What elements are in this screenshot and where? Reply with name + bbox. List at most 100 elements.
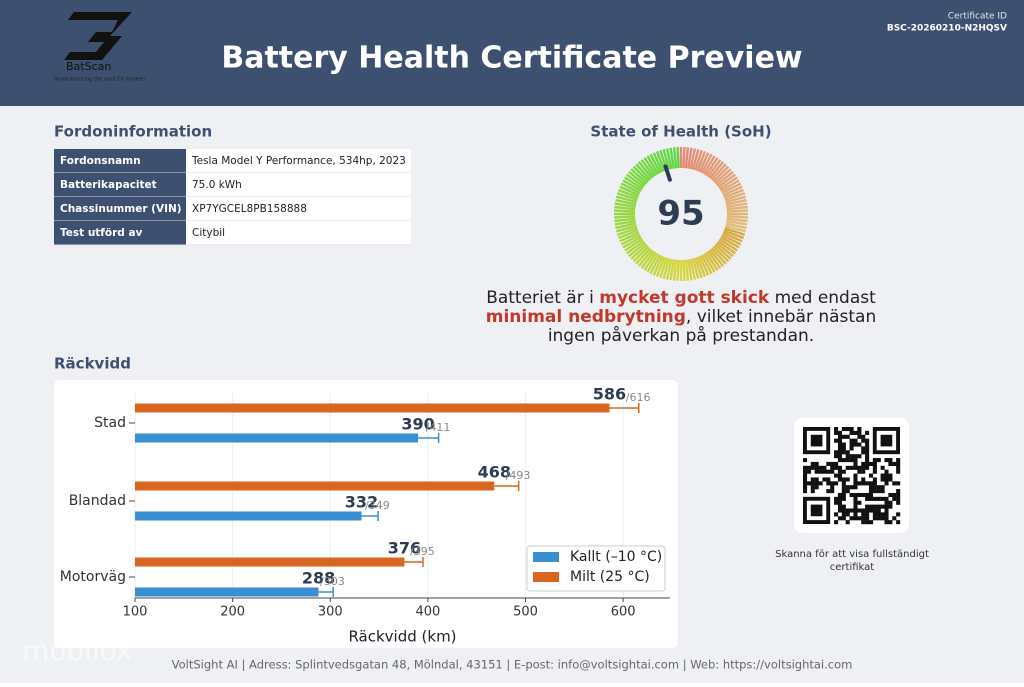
max-label: /395 xyxy=(410,545,435,558)
qr-module xyxy=(814,461,819,466)
qr-module xyxy=(810,489,815,494)
gauge-tick xyxy=(620,233,641,246)
gauge-tick xyxy=(624,176,644,190)
gauge-tick xyxy=(635,163,652,181)
qr-module xyxy=(830,481,835,486)
qr-module xyxy=(834,481,839,486)
qr-module xyxy=(841,434,846,439)
qr-module xyxy=(857,500,862,505)
gauge-tick xyxy=(715,170,734,186)
table-value: XP7YGCEL8PB158888 xyxy=(192,203,307,215)
gauge-tick xyxy=(698,255,710,276)
qr-module xyxy=(865,450,870,455)
gauge-tick xyxy=(694,149,703,171)
gauge-tick xyxy=(628,170,647,186)
qr-module xyxy=(888,500,893,505)
qr-module xyxy=(872,481,877,486)
qr-module xyxy=(806,469,811,474)
qr-module xyxy=(865,520,870,525)
gauge-tick xyxy=(615,222,637,230)
qr-module xyxy=(872,512,877,517)
qr-module xyxy=(872,496,877,501)
table-value-cell xyxy=(186,173,411,197)
qr-module xyxy=(814,465,819,470)
qr-module xyxy=(834,461,839,466)
qr-module xyxy=(861,520,866,525)
qr-module xyxy=(888,473,893,478)
qr-module xyxy=(830,485,835,490)
qr-module xyxy=(853,504,858,509)
gauge-tick xyxy=(709,248,725,267)
gauge-tick xyxy=(662,258,671,280)
qr-finder xyxy=(810,504,823,517)
qr-module xyxy=(872,465,877,470)
gauge-tick xyxy=(710,247,727,265)
qr-finder xyxy=(880,434,893,447)
qr-module xyxy=(861,508,866,513)
qr-module xyxy=(857,427,862,432)
qr-module xyxy=(868,481,874,486)
gauge-tick xyxy=(616,227,638,236)
gauge-tick xyxy=(726,220,748,226)
qr-module xyxy=(884,473,889,478)
qr-module xyxy=(896,500,901,505)
qr-module xyxy=(837,442,842,447)
y-tick-label: Stad xyxy=(94,415,126,431)
qr-module xyxy=(861,438,866,443)
qr-module xyxy=(853,438,858,443)
table-label-cell xyxy=(54,173,186,197)
table-label-cell xyxy=(54,221,186,245)
x-tick-label: 400 xyxy=(415,605,440,620)
qr-module xyxy=(803,489,808,494)
qr-module xyxy=(853,481,858,486)
gauge-tick xyxy=(640,159,655,178)
qr-module xyxy=(884,516,889,521)
gauge-tick xyxy=(649,153,662,174)
qr-module xyxy=(849,454,854,459)
qr-module xyxy=(865,458,870,463)
qr-module xyxy=(818,481,823,486)
y-tick-label: Blandad xyxy=(69,493,126,509)
qr-module xyxy=(865,446,870,451)
gauge-tick xyxy=(709,161,725,180)
qr-module xyxy=(841,508,846,513)
qr-module xyxy=(865,508,870,513)
qr-module xyxy=(845,450,850,455)
tagline: Revolutionizing the used EV markets xyxy=(54,77,146,83)
qr-module xyxy=(837,438,842,443)
x-tick-label: 300 xyxy=(318,605,343,620)
qr-module xyxy=(814,481,819,486)
qr-module xyxy=(837,430,842,435)
qr-module xyxy=(834,520,839,525)
qr-module xyxy=(845,485,850,490)
table-label: Test utförd av xyxy=(60,227,143,239)
gauge-tick xyxy=(630,168,648,185)
qr-module xyxy=(841,485,846,490)
table-label-cell xyxy=(54,197,186,221)
gauge-tick xyxy=(682,259,686,281)
legend-label: Milt (25 °C) xyxy=(570,569,650,585)
qr-module xyxy=(896,520,901,525)
value-label: 586 xyxy=(593,385,626,404)
gauge-tick xyxy=(637,248,653,267)
qr-module xyxy=(845,427,850,432)
max-label: /349 xyxy=(365,499,390,512)
gauge-tick xyxy=(726,217,748,223)
gauge-tick xyxy=(614,205,636,211)
qr-module xyxy=(841,477,846,482)
max-label: /411 xyxy=(426,421,451,434)
qr-module xyxy=(872,485,877,490)
gauge-tick xyxy=(682,147,686,169)
qr-module xyxy=(849,438,854,443)
gauge-tick xyxy=(615,198,637,206)
qr-module xyxy=(888,492,893,498)
table-value: 75.0 kWh xyxy=(192,179,242,191)
qr-module xyxy=(841,481,846,486)
cert-id-label: Certificate ID xyxy=(948,12,1007,22)
gauge-tick xyxy=(669,147,675,169)
gauge-tick xyxy=(694,257,703,279)
qr-module xyxy=(803,458,808,463)
qr-module xyxy=(810,465,815,470)
qr-module xyxy=(857,434,862,439)
